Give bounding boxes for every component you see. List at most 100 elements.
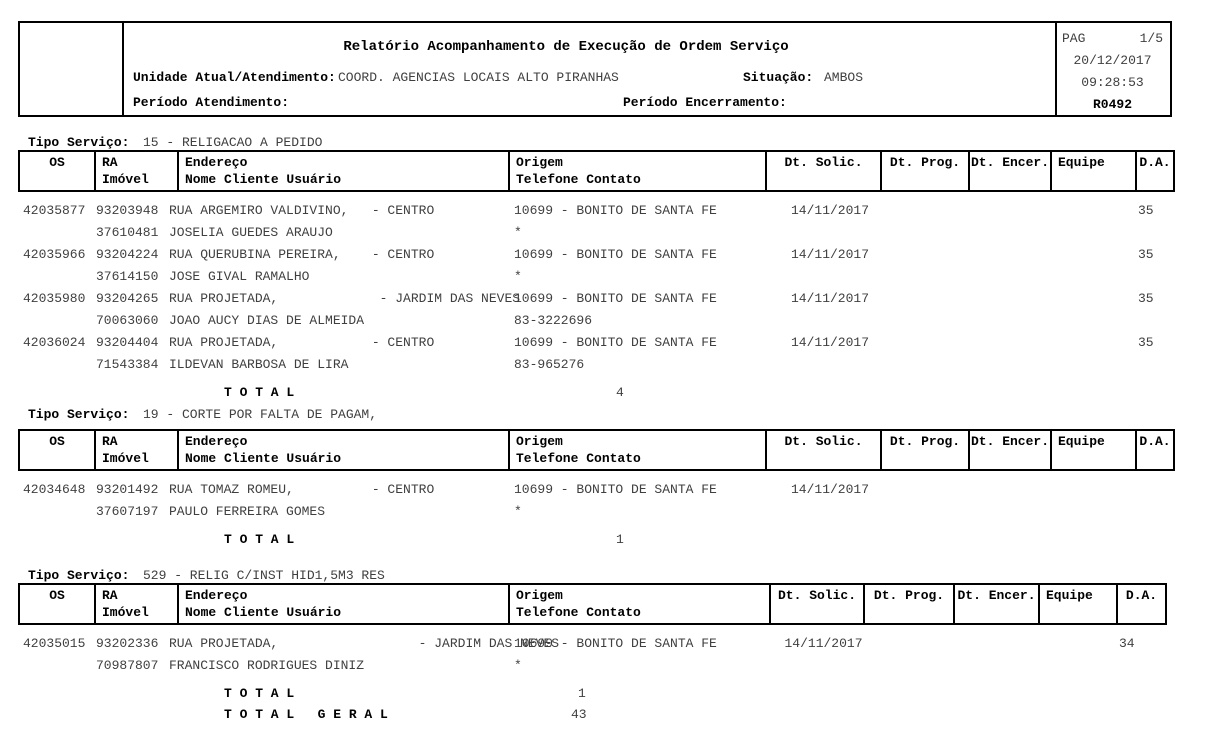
total-row: T O T A L 1 [19,523,1174,549]
header-divider-left [122,23,124,115]
column-header-dt-encer: Dt. Encer. [968,150,1052,192]
da-cell: 35 [1138,291,1154,306]
origem-cell: 10699 - BONITO DE SANTA FE [514,482,717,497]
page-indicator: PAG 1/5 [1057,31,1168,46]
table-row: 42036024 93204404 RUA PROJETADA, - CENTR… [19,332,1174,354]
ra-cell: 93204224 [96,247,159,262]
telefone-cell: 83-965276 [514,357,585,372]
column-header-da: D.A. [1116,583,1167,625]
column-header-endereco-nome: Endereço Nome Cliente Usuário [177,429,510,471]
column-header-endereco-nome: Endereço Nome Cliente Usuário [177,583,510,625]
total-geral-label: T O T A L G E R A L [224,707,388,722]
column-header-dt-encer: Dt. Encer. [968,429,1052,471]
dt-solic-cell: 14/11/2017 [790,335,869,350]
table-row: 42035966 93204224 RUA QUERUBINA PEREIRA,… [19,244,1174,266]
situacao-value: AMBOS [824,70,864,85]
column-header-dt-prog: Dt. Prog. [863,583,955,625]
ra-cell: 93203948 [96,203,159,218]
section-tipo-19: Tipo Serviço: 19 - CORTE POR FALTA DE PA… [18,407,1178,549]
dt-prog-cell [881,191,969,222]
column-header-dt-solic: Dt. Solic. [765,150,882,192]
endereco-cell: RUA PROJETADA, - JARDIM DAS NEVES [169,291,521,306]
tipo-servico-line: Tipo Serviço: 529 - RELIG C/INST HID1,5M… [18,568,1178,583]
endereco-cell: RUA ARGEMIRO VALDIVINO, - CENTRO [169,203,435,218]
endereco-cell: RUA TOMAZ ROMEU, - CENTRO [169,482,435,497]
total-value: 1 [578,686,586,701]
column-header-ra-imovel: RA Imóvel [94,583,179,625]
table-row: 37607197 PAULO FERREIRA GOMES * [19,501,1174,523]
telefone-cell: * [514,225,522,240]
imovel-cell: 71543384 [96,357,159,372]
ra-cell: 93201492 [96,482,159,497]
column-header-origem-telefone: Origem Telefone Contato [508,429,767,471]
column-header-equipe: Equipe [1050,429,1137,471]
table-row: 37610481 JOSELIA GUEDES ARAUJO * [19,222,1174,244]
pag-value: 1/5 [1139,31,1163,46]
section-tipo-15: Tipo Serviço: 15 - RELIGACAO A PEDIDO OS… [18,135,1178,402]
da-cell: 34 [1119,636,1135,651]
total-label: T O T A L [224,532,295,547]
da-cell: 35 [1138,203,1154,218]
imovel-cell: 37607197 [96,504,159,519]
section-tipo-529: Tipo Serviço: 529 - RELIG C/INST HID1,5M… [18,568,1178,722]
table-row: 70063060 JOAO AUCY DIAS DE ALMEIDA 83-32… [19,310,1174,332]
total-value: 4 [616,385,624,400]
da-cell: 35 [1138,247,1154,262]
nome-cell: ILDEVAN BARBOSA DE LIRA [169,357,349,372]
imovel-cell: 37610481 [96,225,159,240]
total-geral-row: T O T A L G E R A L 43 [19,703,1166,722]
table-row: 42034648 93201492 RUA TOMAZ ROMEU, - CEN… [19,470,1174,501]
endereco-cell: RUA PROJETADA, - JARDIM DAS NEVES [169,636,560,651]
column-header-ra-imovel: RA Imóvel [94,429,179,471]
total-row: T O T A L 1 [19,677,1166,703]
ra-cell: 93204404 [96,335,159,350]
periodo-encerramento-label: Período Encerramento: [623,95,787,110]
total-row: T O T A L 4 [19,376,1174,402]
origem-cell: 10699 - BONITO DE SANTA FE [514,335,717,350]
unidade-value: COORD. AGENCIAS LOCAIS ALTO PIRANHAS [338,70,619,85]
column-header-origem-telefone: Origem Telefone Contato [508,583,771,625]
origem-cell: 10699 - BONITO DE SANTA FE [514,247,717,262]
tipo-servico-line: Tipo Serviço: 15 - RELIGACAO A PEDIDO [18,135,1178,150]
table-header-row: OS RA Imóvel Endereço Nome Cliente Usuário… [18,583,1167,625]
total-label: T O T A L [224,686,295,701]
column-header-da: D.A. [1135,429,1175,471]
column-header-endereco-nome: Endereço Nome Cliente Usuário [177,150,510,192]
service-table: OS RA Imóvel Endereço Nome Cliente Usuário… [18,429,1175,549]
imovel-cell: 37614150 [96,269,159,284]
origem-cell: 10699 - BONITO DE SANTA FE [514,291,717,306]
dt-solic-cell: 14/11/2017 [790,482,869,497]
tipo-servico-label: Tipo Serviço: [28,135,130,150]
service-table: OS RA Imóvel Endereço Nome Cliente Usuário… [18,150,1175,402]
header-logo-cell [20,23,122,115]
dt-solic-cell: 14/11/2017 [790,203,869,218]
dt-solic-cell: 14/11/2017 [784,636,863,651]
pag-label: PAG [1062,31,1086,46]
tipo-servico-value: 15 - RELIGACAO A PEDIDO [143,135,323,150]
column-header-ra-imovel: RA Imóvel [94,150,179,192]
report-time: 09:28:53 [1081,75,1144,90]
tipo-servico-value: 529 - RELIG C/INST HID1,5M3 RES [143,568,385,583]
da-cell [1136,470,1174,501]
tipo-servico-value: 19 - CORTE POR FALTA DE PAGAM, [143,407,378,422]
os-cell: 42035966 [23,247,86,262]
report-header: Relatório Acompanhamento de Execução de … [18,21,1172,117]
nome-cell: JOAO AUCY DIAS DE ALMEIDA [169,313,365,328]
column-header-dt-solic: Dt. Solic. [769,583,865,625]
endereco-cell: RUA QUERUBINA PEREIRA, - CENTRO [169,247,435,262]
endereco-cell: RUA PROJETADA, - CENTRO [169,335,435,350]
os-cell: 42034648 [23,482,86,497]
periodo-atendimento-label: Período Atendimento: [133,95,290,110]
os-cell: 42036024 [23,335,86,350]
origem-cell: 10699 - BONITO DE SANTA FE [514,203,717,218]
ra-cell: 93202336 [96,636,159,651]
total-value: 1 [616,532,624,547]
telefone-cell: * [514,504,522,519]
column-header-equipe: Equipe [1038,583,1118,625]
os-cell: 42035877 [23,203,86,218]
nome-cell: PAULO FERREIRA GOMES [169,504,326,519]
ra-cell: 93204265 [96,291,159,306]
table-row: 37614150 JOSE GIVAL RAMALHO * [19,266,1174,288]
os-cell: 42035015 [23,636,86,651]
